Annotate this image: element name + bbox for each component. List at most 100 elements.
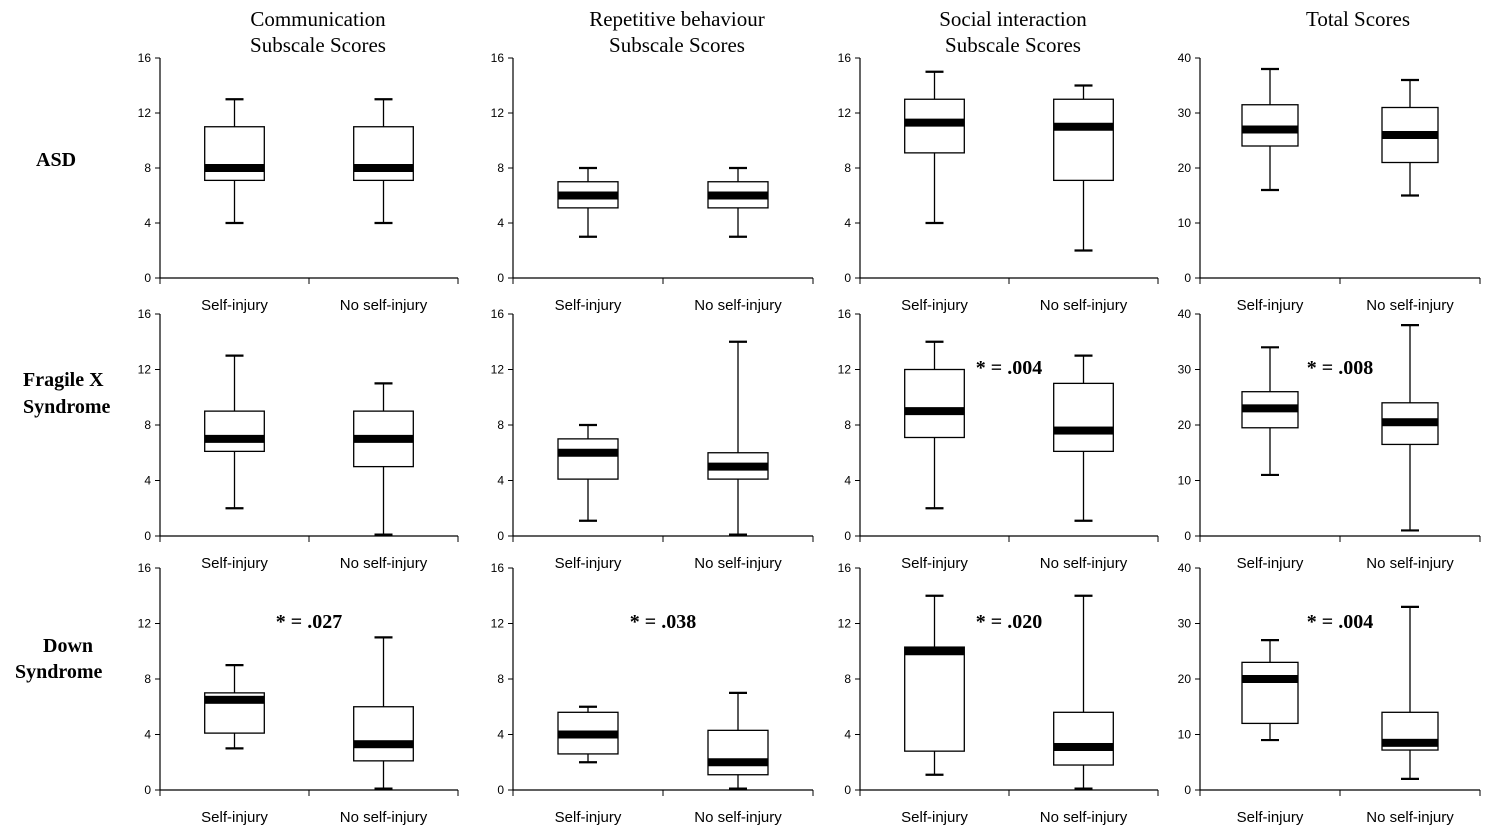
y-tick-label: 0 [144,271,151,285]
iqr-box [904,368,965,439]
y-tick-label: 12 [491,617,505,631]
y-tick-label: 4 [844,216,851,230]
category-label: No self-injury [1366,555,1454,572]
iqr-box [904,646,965,752]
box-no-self-injury [353,382,414,536]
significance-annotation: * = .020 [976,611,1042,633]
boxplot-panel: 0 4 8 12 16 Self-injury No self-injury [491,307,814,572]
category-label: Self-injury [901,555,968,572]
y-tick-label: 30 [1178,363,1192,377]
iqr-box [1053,711,1114,766]
y-tick-label: 16 [138,307,152,321]
box-self-injury [204,98,265,225]
y-tick-label: 30 [1178,106,1192,120]
median-bar [708,462,768,471]
iqr-box [353,706,414,762]
median-bar [1382,738,1438,747]
box-no-self-injury [707,340,769,536]
y-tick-label: 30 [1178,617,1192,631]
category-label: No self-injury [694,555,782,572]
category-label: No self-injury [1366,297,1454,314]
median-bar [904,407,965,416]
median-bar [1382,418,1438,427]
category-label: Self-injury [201,555,268,572]
y-tick-label: 8 [844,161,851,175]
y-tick-label: 0 [497,271,504,285]
y-tick-label: 20 [1178,161,1192,175]
y-tick-label: 16 [138,561,152,575]
category-label: No self-injury [340,555,428,572]
category-label: Self-injury [555,555,622,572]
y-tick-label: 4 [497,474,504,488]
row-label-line: Fragile X [23,369,104,391]
y-tick-label: 0 [497,529,504,543]
boxplot-panel: 0 10 20 30 40 Self-injury No self-injury * = .0… [1178,307,1481,572]
box-self-injury [1241,346,1299,477]
box-self-injury [557,166,619,238]
significance-annotation: * = .038 [630,611,696,633]
category-label: Self-injury [901,297,968,314]
column-title-line: Subscale Scores [945,33,1081,57]
significance-annotation: * = .027 [276,611,342,633]
median-bar [558,730,618,739]
boxplot-panel: 0 4 8 12 16 Self-injury No self-injury * = .004 [838,307,1159,572]
box-no-self-injury [1053,594,1114,790]
y-tick-label: 20 [1178,672,1192,686]
row-label: ASD [36,149,76,171]
box-self-injury [904,594,965,776]
category-label: No self-injury [694,809,782,826]
y-tick-label: 40 [1178,51,1192,65]
y-tick-label: 4 [144,474,151,488]
y-tick-label: 4 [844,728,851,742]
y-tick-label: 16 [138,51,152,65]
box-no-self-injury [1053,354,1114,522]
y-tick-label: 8 [144,672,151,686]
category-label: Self-injury [1237,555,1304,572]
y-tick-label: 0 [144,529,151,543]
box-no-self-injury [353,636,414,790]
box-self-injury [904,340,965,510]
y-tick-label: 8 [144,418,151,432]
significance-annotation: * = .004 [1307,611,1373,633]
row-label-line: Syndrome [15,661,103,683]
category-label: No self-injury [1040,297,1128,314]
y-tick-label: 16 [491,307,505,321]
column-title-line: Repetitive behaviour [589,7,765,31]
y-tick-label: 8 [844,672,851,686]
median-bar [1382,131,1438,139]
y-tick-label: 0 [1184,271,1191,285]
y-tick-label: 8 [844,418,851,432]
category-label: No self-injury [1040,555,1128,572]
median-bar [353,434,414,443]
box-self-injury [904,70,965,225]
box-no-self-injury [1381,324,1439,532]
boxplot-panel: 0 10 20 30 40 Self-injury No self-injury [1178,51,1481,314]
median-bar [1242,125,1298,134]
y-tick-label: 12 [838,106,852,120]
box-no-self-injury [1053,84,1114,252]
row-label-line: ASD [36,149,76,171]
y-tick-label: 16 [838,51,852,65]
y-tick-label: 8 [497,418,504,432]
category-label: Self-injury [555,297,622,314]
median-bar [1053,742,1114,751]
column-title: Total Scores [1306,7,1410,31]
box-self-injury [1241,639,1299,742]
iqr-box [1053,98,1114,182]
median-bar [558,191,618,200]
y-tick-label: 4 [144,216,151,230]
median-bar [204,434,265,443]
column-title-line: Total Scores [1306,7,1410,31]
boxplot-panel: 0 4 8 12 16 Self-injury No self-injury * = .038 [491,561,814,826]
median-bar [353,740,414,749]
median-bar [1242,404,1298,413]
y-tick-label: 16 [491,51,505,65]
iqr-box [204,410,265,453]
category-label: No self-injury [694,297,782,314]
row-label: Fragile X Syndrome [23,369,111,418]
median-bar [1053,426,1114,435]
median-bar [1242,675,1298,683]
